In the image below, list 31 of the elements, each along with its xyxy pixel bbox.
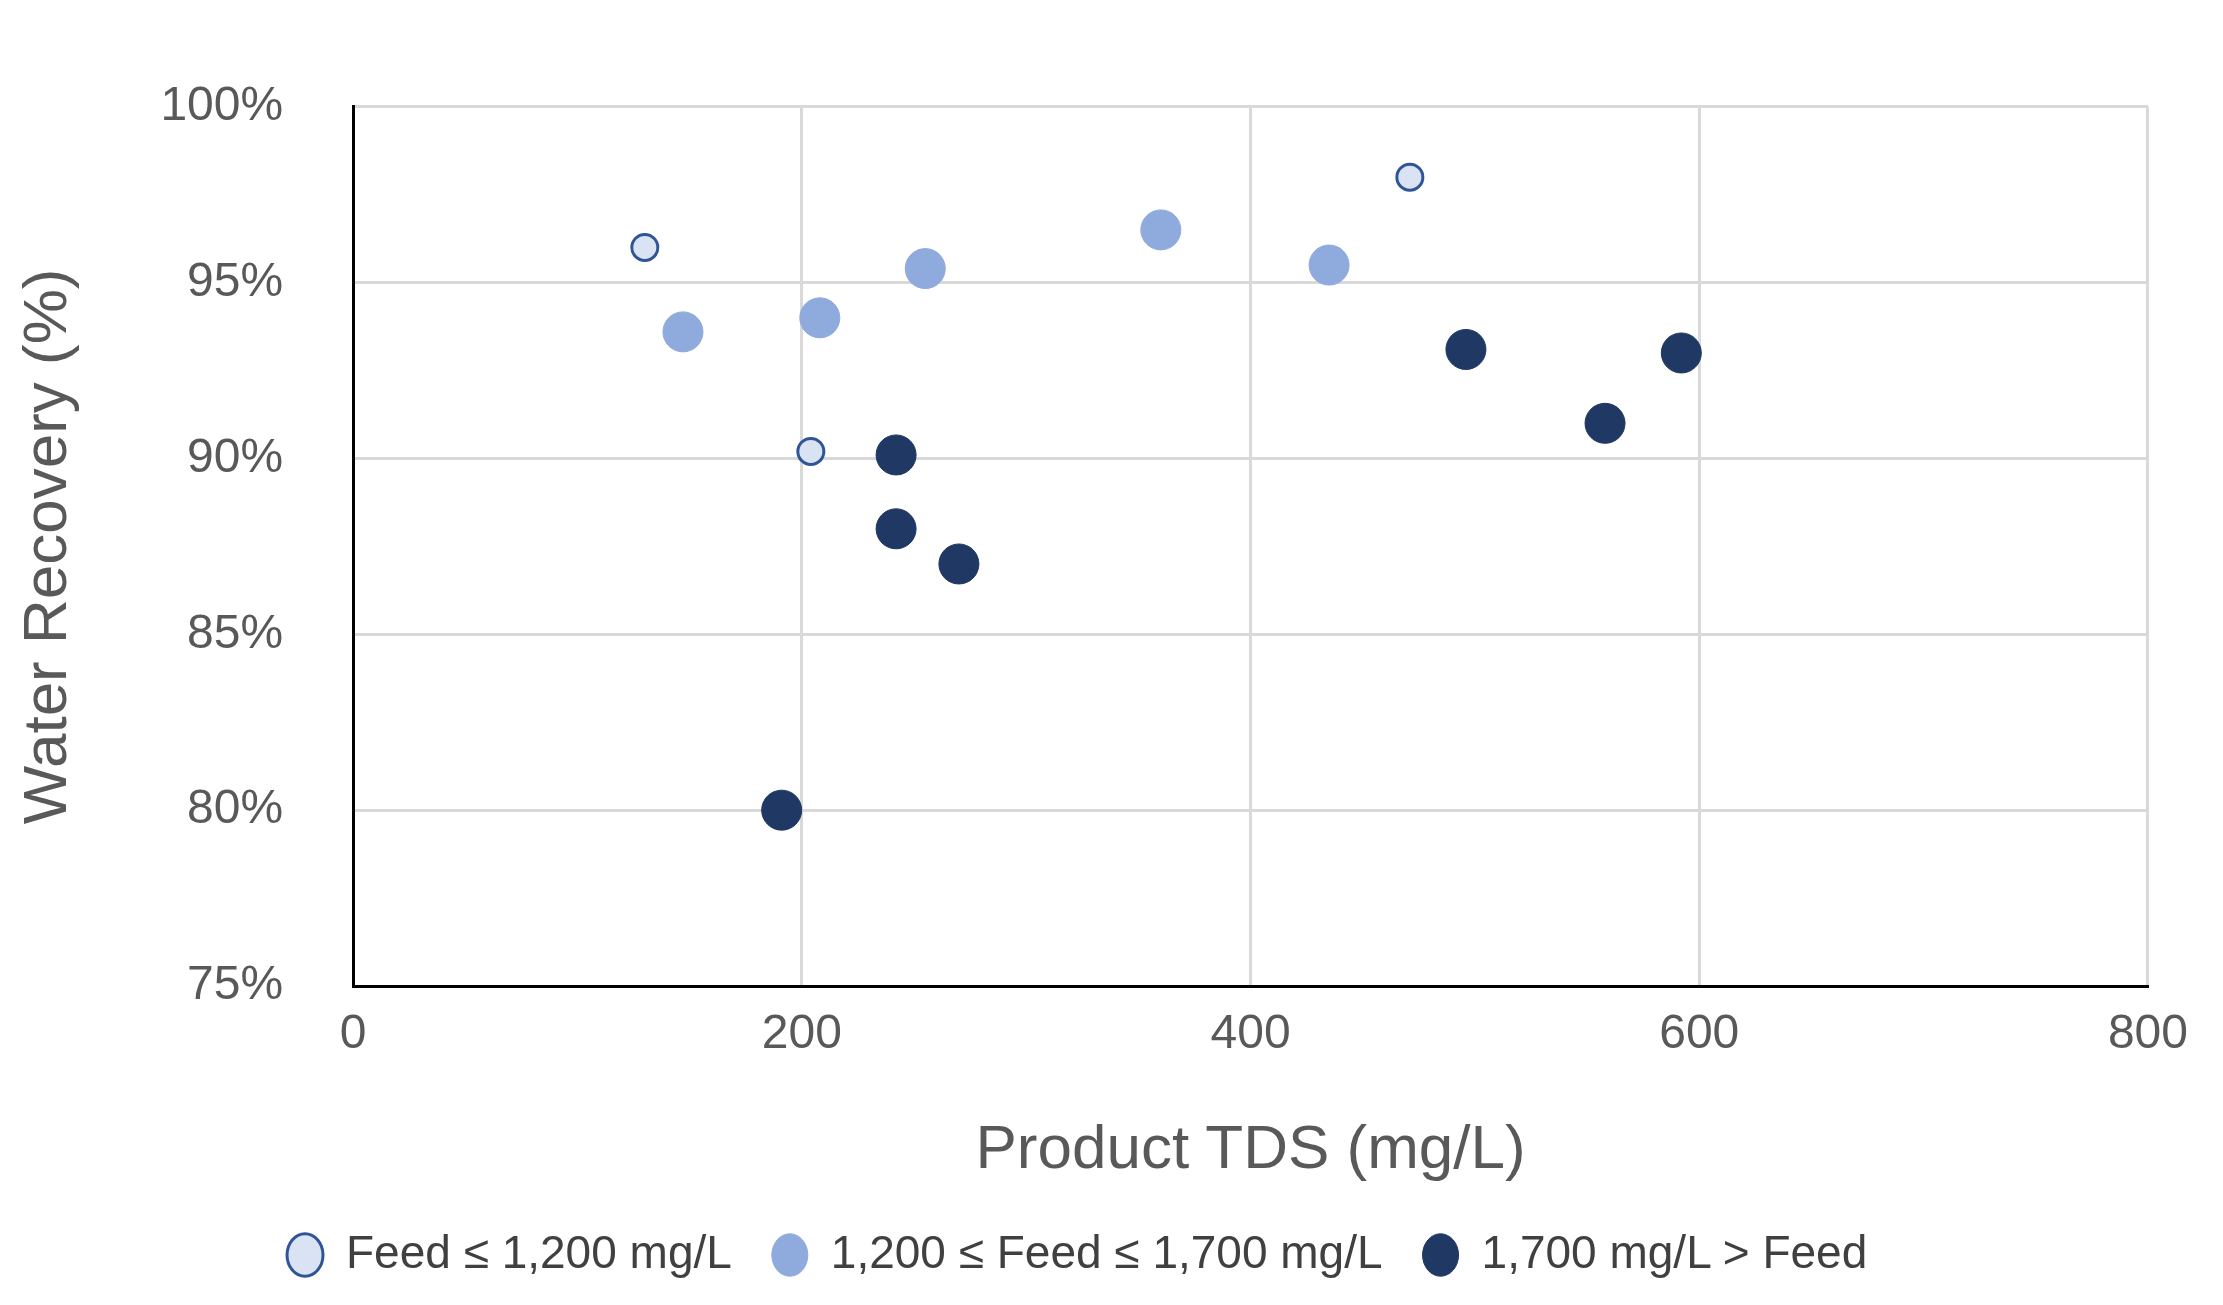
y-tick-label: 80%: [187, 780, 284, 834]
legend-label: 1,700 mg/L > Feed: [1481, 1225, 1868, 1278]
y-tick-label: 100%: [160, 77, 284, 131]
point: [1660, 332, 1702, 374]
y-tick-label: 95%: [187, 252, 284, 306]
point: [1584, 402, 1626, 444]
y-tick-label: 75%: [187, 956, 284, 1010]
point: [875, 508, 917, 550]
point: [904, 248, 946, 290]
point: [662, 311, 704, 353]
point: [938, 543, 980, 585]
point: [1395, 162, 1425, 192]
point: [1140, 209, 1182, 251]
point: [1308, 244, 1350, 286]
point: [1445, 328, 1487, 370]
point: [875, 434, 917, 476]
x-tick-label: 200: [761, 1005, 842, 1059]
y-tick-label: 85%: [187, 604, 284, 658]
legend-label: 1,200 ≤ Feed ≤ 1,700 mg/L: [830, 1225, 1383, 1278]
point: [761, 789, 803, 831]
x-tick-label: 0: [339, 1005, 367, 1059]
point: [630, 232, 660, 262]
legend-label: Feed ≤ 1,200 mg/L: [346, 1225, 732, 1278]
x-axis-title: Product TDS (mg/L): [975, 1111, 1526, 1181]
x-tick-label: 800: [2107, 1005, 2188, 1059]
x-tick-label: 600: [1659, 1005, 1740, 1059]
point: [796, 436, 826, 466]
y-tick-label: 90%: [187, 428, 284, 482]
x-tick-label: 400: [1210, 1005, 1291, 1059]
y-axis-title: Water Recovery (%): [10, 268, 80, 825]
point: [799, 297, 841, 339]
